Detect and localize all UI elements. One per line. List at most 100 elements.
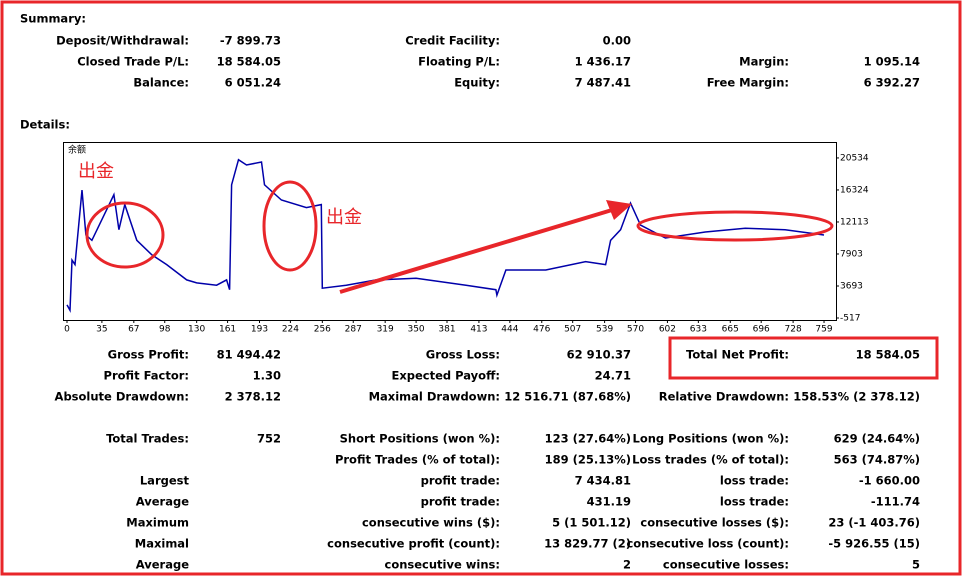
x-tick-label: 665: [722, 325, 739, 335]
label: profit trade:: [421, 474, 500, 488]
label: consecutive profit (count):: [327, 537, 500, 551]
x-tick-label: 0: [64, 325, 70, 335]
label: Total Trades:: [106, 432, 189, 446]
label: Maximal: [135, 537, 189, 551]
y-tick-label: 3693: [840, 281, 863, 291]
summary-title: Summary:: [20, 12, 86, 26]
y-tick-label: 16324: [840, 185, 869, 195]
x-tick-label: 381: [438, 325, 455, 335]
arrow-head: [606, 200, 632, 220]
value: 81 494.42: [217, 348, 281, 362]
value: 2 378.12: [225, 390, 281, 404]
x-tick-label: 256: [314, 325, 331, 335]
arrow: [339, 208, 613, 294]
value: 24.71: [595, 369, 631, 383]
value: -1 660.00: [859, 474, 920, 488]
x-tick-label: 35: [96, 325, 107, 335]
label: Relative Drawdown:: [659, 390, 789, 404]
chart-frame: [63, 142, 837, 321]
value: 563 (74.87%): [834, 453, 920, 467]
value: 1.30: [253, 369, 281, 383]
x-tick-label: 413: [470, 325, 487, 335]
label: Closed Trade P/L:: [77, 55, 189, 69]
label: Floating P/L:: [418, 55, 500, 69]
value: 123 (27.64%): [545, 432, 631, 446]
value: 13 829.77 (2): [544, 537, 631, 551]
highlight-circle: [85, 201, 165, 269]
x-tick-label: 633: [690, 325, 707, 335]
label: Equity:: [454, 76, 500, 90]
value: -111.74: [871, 495, 920, 509]
value: 5 (1 501.12): [552, 516, 631, 530]
value: 189 (25.13%): [545, 453, 631, 467]
label: Maximum: [126, 516, 189, 530]
value: 12 516.71 (87.68%): [504, 390, 631, 404]
value: 18 584.05: [856, 348, 920, 362]
y-tick-label: -517: [840, 314, 860, 324]
label: Loss trades (% of total):: [632, 453, 789, 467]
highlight-circle: [636, 210, 834, 242]
highlight-circle: [262, 180, 318, 272]
x-tick-label: 193: [251, 325, 268, 335]
value: 2: [623, 558, 631, 572]
x-tick-label: 444: [501, 325, 518, 335]
x-tick-label: 507: [564, 325, 581, 335]
value: 62 910.37: [567, 348, 631, 362]
x-tick-label: 98: [159, 325, 171, 335]
value: 158.53% (2 378.12): [793, 390, 920, 404]
label: consecutive wins:: [385, 558, 501, 572]
x-tick-label: 602: [659, 325, 676, 335]
label: Expected Payoff:: [392, 369, 501, 383]
x-tick-label: 161: [219, 325, 236, 335]
value: 5: [912, 558, 920, 572]
label: Deposit/Withdrawal:: [56, 34, 189, 48]
value: 23 (-1 403.76): [828, 516, 920, 530]
label: loss trade:: [720, 495, 789, 509]
value: 18 584.05: [217, 55, 281, 69]
label: Average: [136, 495, 189, 509]
x-tick-label: 67: [128, 325, 139, 335]
label: Maximal Drawdown:: [369, 390, 500, 404]
label: Balance:: [133, 76, 189, 90]
y-tick-label: 12113: [840, 217, 869, 227]
label: Absolute Drawdown:: [55, 390, 189, 404]
x-tick-label: 696: [753, 325, 770, 335]
label: profit trade:: [421, 495, 500, 509]
y-tick-label: 20534: [840, 153, 869, 163]
label: Short Positions (won %):: [340, 432, 500, 446]
value: 7 487.41: [575, 76, 631, 90]
value: 629 (24.64%): [834, 432, 920, 446]
label: consecutive wins ($):: [362, 516, 500, 530]
x-tick-label: 319: [377, 325, 394, 335]
label: Average: [136, 558, 189, 572]
value: -7 899.73: [220, 34, 281, 48]
value: 6 051.24: [225, 76, 281, 90]
x-tick-label: 224: [282, 325, 299, 335]
annotation: 出金: [326, 207, 362, 228]
label: Free Margin:: [707, 76, 789, 90]
label: Total Net Profit:: [686, 348, 789, 362]
label: Profit Factor:: [104, 369, 189, 383]
details-title: Details:: [20, 118, 70, 132]
x-tick-label: 350: [407, 325, 424, 335]
label: Credit Facility:: [405, 34, 500, 48]
label: consecutive losses:: [663, 558, 789, 572]
value: -5 926.55 (15): [828, 537, 920, 551]
value: 1 436.17: [575, 55, 631, 69]
label: consecutive losses ($):: [640, 516, 789, 530]
value: 6 392.27: [864, 76, 920, 90]
label: Long Positions (won %):: [633, 432, 790, 446]
value: 1 095.14: [864, 55, 920, 69]
label: consecutive loss (count):: [626, 537, 789, 551]
x-tick-label: 759: [815, 325, 832, 335]
label: loss trade:: [720, 474, 789, 488]
x-tick-label: 476: [533, 325, 550, 335]
x-tick-label: 130: [188, 325, 205, 335]
label: Gross Profit:: [108, 348, 189, 362]
annotation: 出金: [78, 161, 114, 182]
value: 7 434.81: [575, 474, 631, 488]
y-tick-label: 7903: [840, 249, 863, 259]
x-tick-label: 539: [596, 325, 613, 335]
